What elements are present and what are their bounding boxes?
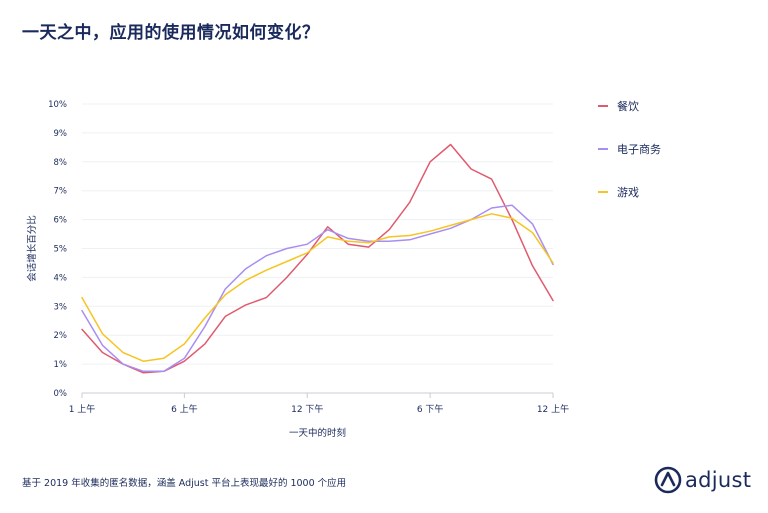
y-tick-label: 4%	[54, 273, 68, 283]
legend-label-ecommerce: 电子商务	[617, 143, 661, 156]
legend-label-dining: 餐饮	[617, 100, 639, 113]
y-tick-label: 6%	[54, 216, 68, 226]
x-axis-title: 一天中的时刻	[289, 427, 346, 439]
legend-item-ecommerce: 电子商务	[598, 139, 661, 159]
y-tick-label: 0%	[54, 389, 68, 399]
footnote: 基于 2019 年收集的匿名数据，涵盖 Adjust 平台上表现最好的 1000…	[22, 478, 347, 489]
legend-label-gaming: 游戏	[617, 186, 639, 199]
series-line-0	[81, 143, 554, 374]
adjust-logo: adjust	[654, 466, 751, 494]
x-tick-label: 12 下午	[291, 403, 323, 415]
logo-text: adjust	[685, 468, 752, 492]
legend-swatch-ecommerce	[598, 148, 608, 150]
y-tick-label: 2%	[54, 331, 68, 341]
y-tick-label: 10%	[48, 100, 67, 110]
y-axis-title: 会话增长百分比	[26, 215, 38, 282]
y-tick-label: 8%	[54, 158, 68, 168]
legend-swatch-gaming	[598, 191, 608, 193]
x-tick-label: 6 上午	[171, 403, 198, 415]
adjust-logo-icon	[654, 466, 682, 494]
legend-item-dining: 餐饮	[598, 96, 661, 116]
y-tick-label: 1%	[54, 360, 68, 370]
y-tick-label: 5%	[54, 245, 68, 255]
x-tick-label: 6 下午	[417, 403, 444, 415]
chart-title: 一天之中，应用的使用情况如何变化？	[22, 23, 320, 43]
series-line-1	[81, 204, 554, 373]
x-tick-label: 12 上午	[537, 403, 569, 415]
series-line-2	[81, 213, 554, 362]
y-tick-label: 7%	[54, 187, 68, 197]
legend: 餐饮 电子商务 游戏	[598, 96, 661, 225]
x-tick-label: 1 上午	[69, 403, 96, 415]
legend-swatch-dining	[598, 105, 608, 107]
y-tick-label: 9%	[54, 129, 68, 139]
legend-item-gaming: 游戏	[598, 182, 661, 202]
y-tick-label: 3%	[54, 302, 68, 312]
